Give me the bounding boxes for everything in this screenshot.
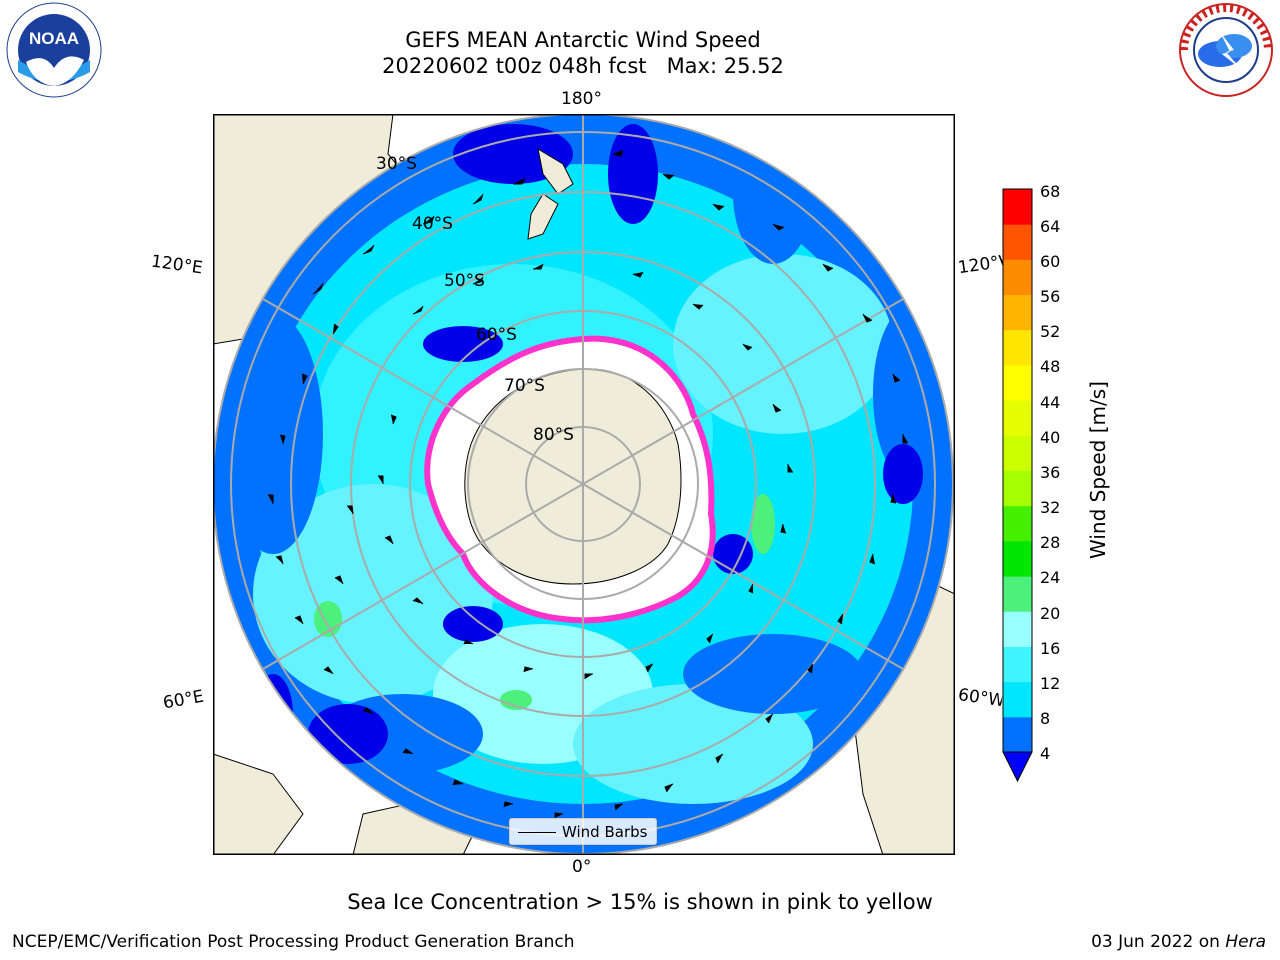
colorbar-segment bbox=[1003, 364, 1032, 401]
antarctica bbox=[464, 368, 682, 585]
lon-label-0: 0° bbox=[572, 857, 592, 877]
colorbar-tick: 52 bbox=[1040, 322, 1061, 341]
lat-label-40s: 40°S bbox=[412, 214, 453, 234]
lat-label-80s: 80°S bbox=[533, 425, 574, 445]
colorbar-segment bbox=[1003, 259, 1032, 296]
colorbar-segment bbox=[1003, 224, 1032, 260]
colorbar-tick: 8 bbox=[1040, 709, 1051, 728]
colorbar-segment bbox=[1003, 329, 1032, 366]
wind-barbs bbox=[268, 149, 908, 818]
nws-logo bbox=[1179, 3, 1273, 97]
wind-barb-legend-line bbox=[518, 832, 556, 833]
polar-map-svg: 30°S 40°S 50°S 60°S 70°S 80°S bbox=[212, 113, 956, 856]
colorbar-segment bbox=[1003, 400, 1032, 436]
lon-label-60e: 60°E bbox=[161, 686, 206, 714]
colorbar-tick: 28 bbox=[1040, 533, 1061, 552]
colorbar-tick: 36 bbox=[1040, 463, 1061, 482]
colorbar-tick: 56 bbox=[1040, 287, 1061, 306]
title-line-1: GEFS MEAN Antarctic Wind Speed bbox=[405, 28, 761, 52]
lon-label-180: 180° bbox=[561, 89, 602, 109]
colorbar-segment bbox=[1003, 505, 1032, 542]
sea-ice-note: Sea Ice Concentration > 15% is shown in … bbox=[347, 890, 933, 914]
date-stamp: 03 Jun 2022 on Hera bbox=[1091, 932, 1266, 952]
colorbar-segment bbox=[1003, 189, 1032, 225]
lon-label-60w: 60°W bbox=[956, 685, 1004, 711]
colorbar-tick: 64 bbox=[1040, 217, 1061, 236]
colorbar-segment bbox=[1003, 646, 1032, 683]
colorbar-tick: 16 bbox=[1040, 639, 1061, 658]
noaa-logo: NOAA bbox=[6, 2, 102, 98]
lat-label-60s: 60°S bbox=[476, 325, 517, 345]
colorbar-tick: 4 bbox=[1040, 744, 1051, 763]
chart-title: GEFS MEAN Antarctic Wind Speed 20220602 … bbox=[280, 27, 886, 79]
date-text: 03 Jun 2022 on bbox=[1091, 932, 1226, 952]
map-legend: Wind Barbs bbox=[509, 818, 657, 845]
colorbar-label: Wind Speed [m/s] bbox=[1086, 381, 1110, 559]
colorbar-segment bbox=[1003, 540, 1032, 577]
colorbar-segment bbox=[1003, 611, 1032, 647]
colorbar bbox=[1002, 188, 1033, 783]
colorbar-segment bbox=[1003, 435, 1032, 471]
lon-label-120e: 120°E bbox=[149, 251, 204, 279]
colorbar-tick: 20 bbox=[1040, 604, 1061, 623]
noaa-logo-text: NOAA bbox=[29, 29, 79, 48]
colorbar-segment bbox=[1003, 576, 1032, 612]
colorbar-segment bbox=[1003, 681, 1032, 718]
colorbar-tick: 44 bbox=[1040, 393, 1061, 412]
colorbar-segment bbox=[1003, 470, 1032, 507]
colorbar-tick: 48 bbox=[1040, 357, 1061, 376]
colorbar-segment bbox=[1003, 716, 1032, 753]
colorbar-tick: 32 bbox=[1040, 498, 1061, 517]
colorbar-tick: 40 bbox=[1040, 428, 1061, 447]
title-line-2: 20220602 t00z 048h fcst Max: 25.52 bbox=[382, 54, 784, 78]
colorbar-tick: 60 bbox=[1040, 252, 1061, 271]
lat-label-70s: 70°S bbox=[504, 376, 545, 396]
lat-label-50s: 50°S bbox=[444, 271, 485, 291]
colorbar-tick: 68 bbox=[1040, 182, 1061, 201]
colorbar-ticks: 68 64 60 56 52 48 44 40 36 32 28 24 20 1… bbox=[1040, 182, 1090, 763]
colorbar-tick: 24 bbox=[1040, 568, 1061, 587]
lat-label-30s: 30°S bbox=[376, 154, 417, 174]
colorbar-segment bbox=[1003, 294, 1032, 331]
machine-name: Hera bbox=[1225, 932, 1266, 952]
polar-map: 30°S 40°S 50°S 60°S 70°S 80°S bbox=[212, 113, 956, 856]
colorbar-tick: 12 bbox=[1040, 674, 1061, 693]
graticule bbox=[230, 114, 936, 854]
credit-text: NCEP/EMC/Verification Post Processing Pr… bbox=[12, 932, 575, 952]
wind-barb-legend-label: Wind Barbs bbox=[562, 823, 648, 841]
